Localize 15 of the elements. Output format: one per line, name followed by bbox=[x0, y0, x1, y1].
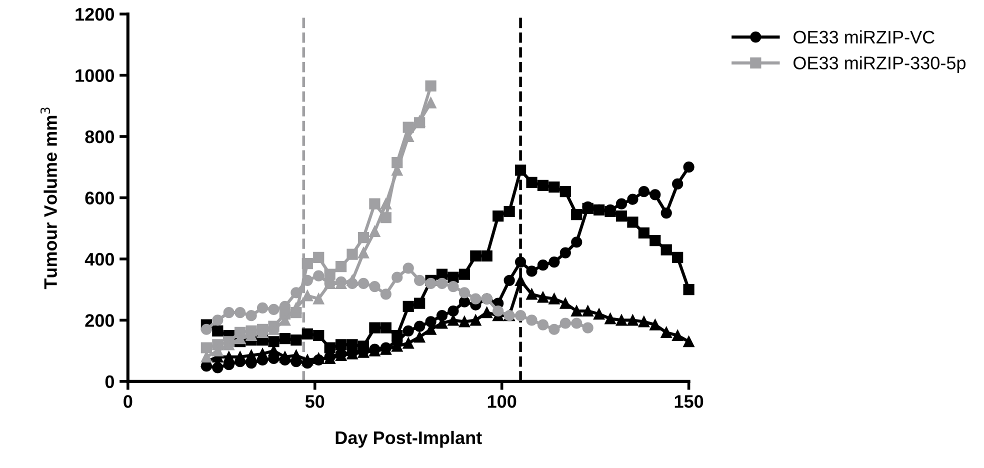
y-tick-label: 800 bbox=[85, 130, 114, 144]
x-tick-label: 0 bbox=[124, 395, 132, 408]
x-tick-label: 50 bbox=[305, 395, 324, 408]
x-tick-label: 150 bbox=[674, 395, 704, 408]
y-axis-title: Tumour Volume mm$^{3}$ bbox=[40, 108, 57, 290]
y-tick-label: 600 bbox=[85, 192, 114, 204]
y-tick-label: 1200 bbox=[76, 8, 114, 21]
y-tick-label: 400 bbox=[84, 252, 114, 266]
y-tick-label: 200 bbox=[85, 314, 114, 327]
x-axis-title: Day Post-Implant bbox=[336, 430, 482, 448]
y-tick-label: 0 bbox=[105, 375, 114, 388]
y-tick-label: 1000 bbox=[76, 69, 114, 82]
legend-label: OE33 miRZIP-330-5p bbox=[794, 56, 966, 73]
x-tick-label: 100 bbox=[488, 395, 516, 408]
legend-label: OE33 miRZIP-VC bbox=[794, 30, 934, 44]
